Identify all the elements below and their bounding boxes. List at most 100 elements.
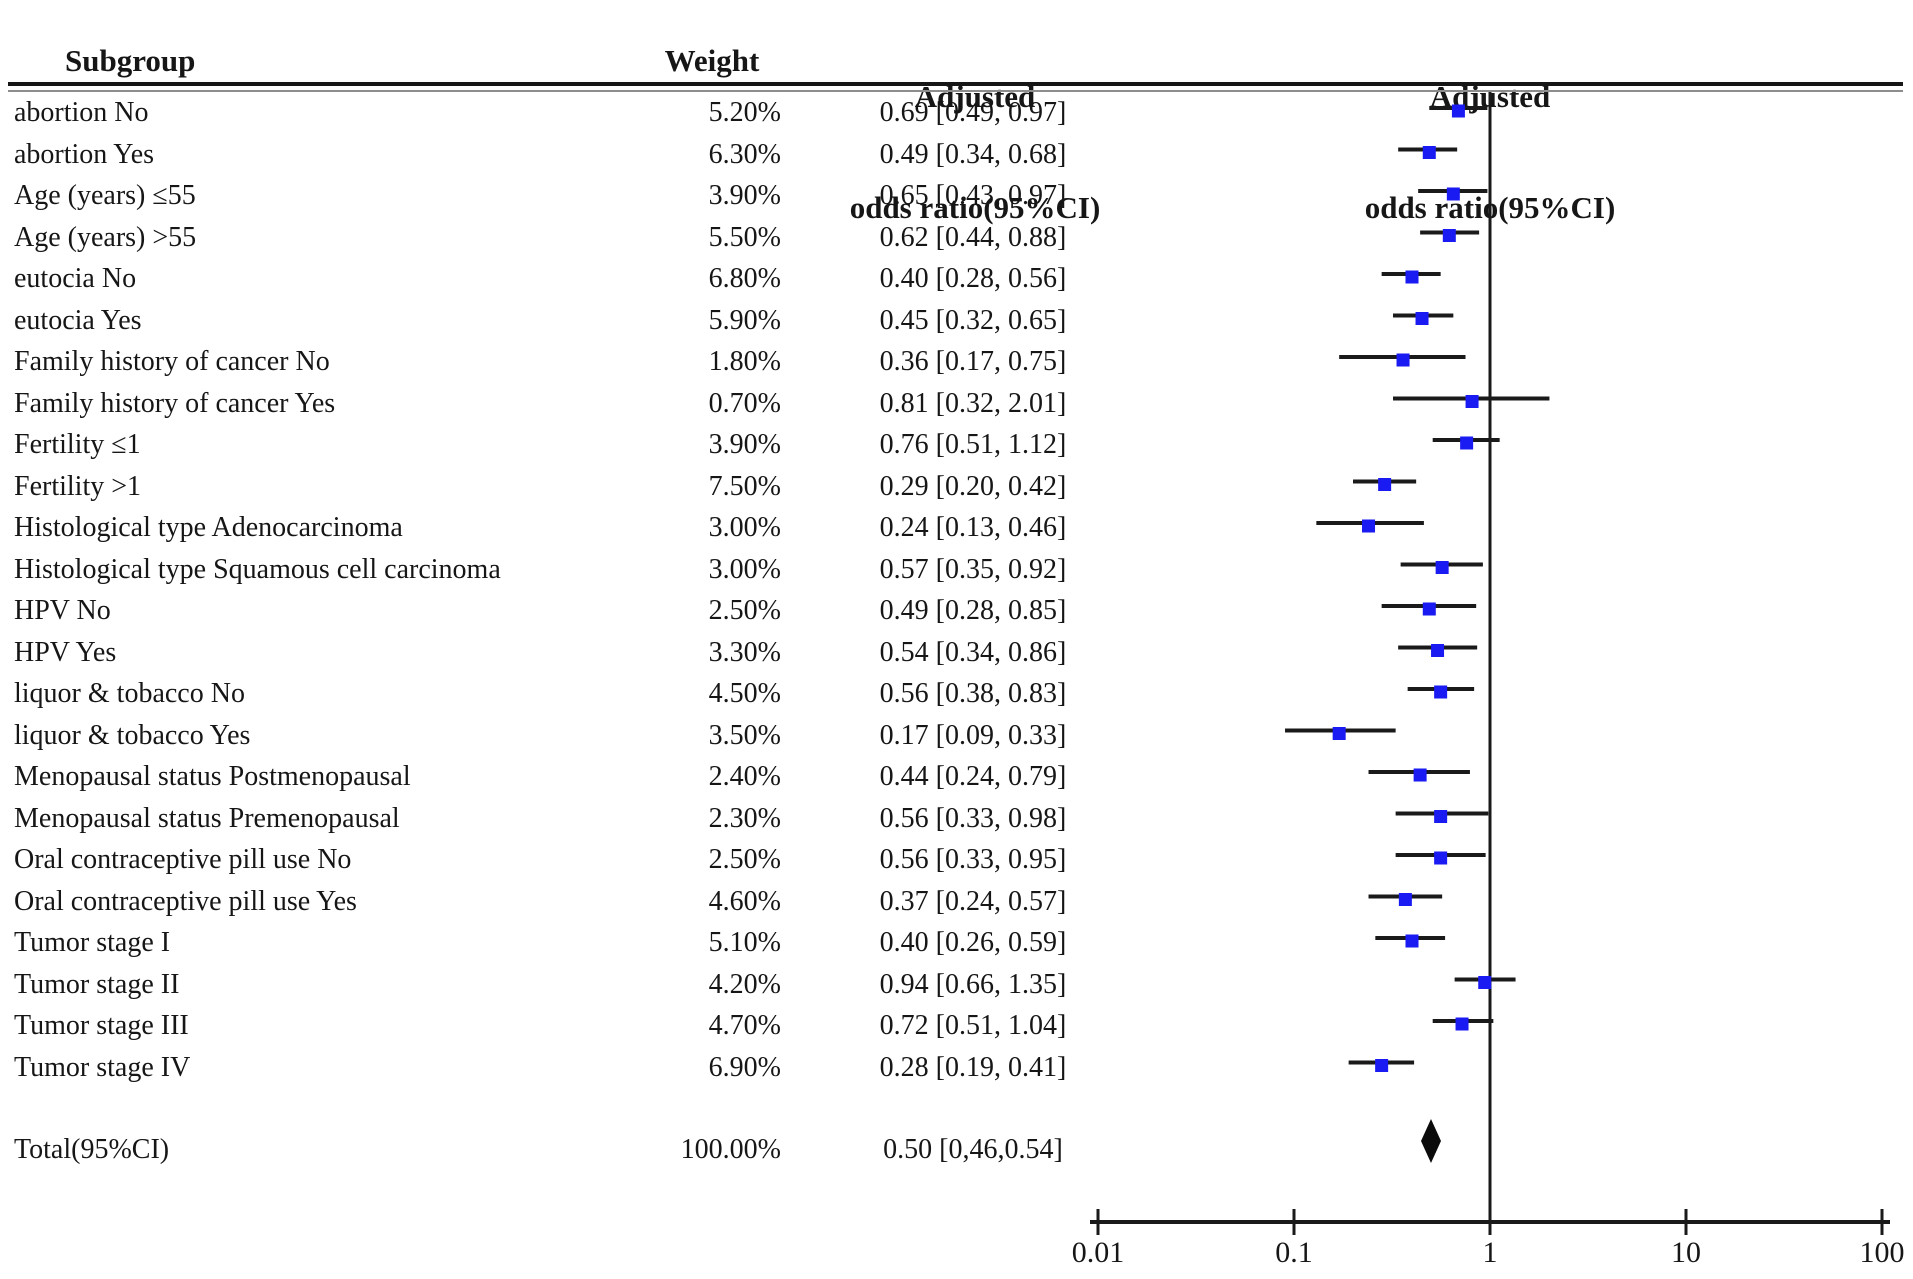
- weight-value: 4.20%: [708, 968, 781, 1000]
- weight-value: 2.50%: [708, 844, 781, 875]
- or-marker: [1431, 644, 1445, 657]
- weight-value: 3.00%: [708, 512, 781, 543]
- odds-ratio-value: 0.37 [0.24, 0.57]: [879, 885, 1067, 917]
- odds-ratio-value: 0.54 [0.34, 0.86]: [879, 636, 1067, 668]
- column-header-weight: Weight: [664, 43, 760, 78]
- odds-ratio-value: 0.57 [0.35, 0.92]: [879, 553, 1067, 585]
- or-marker: [1396, 353, 1410, 367]
- or-marker: [1378, 478, 1392, 491]
- odds-ratio-value: 0.17 [0.09, 0.33]: [879, 719, 1067, 751]
- or-marker: [1442, 229, 1456, 242]
- odds-ratio-value: 0.49 [0.34, 0.68]: [879, 138, 1067, 170]
- x-axis-tick: [1684, 1209, 1688, 1235]
- weight-value: 5.20%: [708, 97, 781, 128]
- odds-ratio-value: 0.36 [0.17, 0.75]: [879, 346, 1067, 377]
- subgroup-label: HPV Yes: [14, 636, 117, 668]
- odds-ratio-value: 0.24 [0.13, 0.46]: [879, 512, 1067, 543]
- total-odds-ratio-value: 0.50 [0,46,0.54]: [883, 1134, 1063, 1165]
- odds-ratio-value: 0.62 [0.44, 0.88]: [879, 221, 1067, 253]
- subgroup-label: Fertility ≤1: [14, 429, 141, 460]
- weight-value: 2.40%: [708, 761, 781, 792]
- subgroup-label: HPV No: [14, 595, 111, 626]
- subgroup-label: abortion No: [14, 97, 149, 128]
- weight-value: 2.50%: [708, 595, 781, 626]
- odds-ratio-value: 0.56 [0.38, 0.83]: [879, 678, 1067, 709]
- subgroup-label: Tumor stage II: [14, 968, 180, 1000]
- x-axis-tick-label: 0.1: [1275, 1236, 1313, 1269]
- x-axis-tick: [1488, 1209, 1492, 1235]
- weight-value: 5.50%: [708, 221, 781, 253]
- column-header-odds-ratio: Adjusted odds ratio(95%CI): [823, 4, 1127, 300]
- or-marker: [1332, 727, 1346, 740]
- total-label: Total(95%CI): [14, 1134, 170, 1165]
- weight-value: 6.30%: [708, 138, 781, 170]
- weight-value: 5.90%: [708, 304, 781, 336]
- or-marker: [1435, 561, 1449, 574]
- or-marker: [1434, 851, 1448, 865]
- or-marker: [1422, 146, 1436, 159]
- x-axis-tick-label: 100: [1860, 1236, 1905, 1269]
- total-diamond: [1420, 1119, 1441, 1163]
- odds-ratio-value: 0.40 [0.26, 0.59]: [879, 927, 1067, 958]
- x-axis-tick-label: 10: [1671, 1236, 1701, 1269]
- weight-value: 3.90%: [708, 180, 781, 211]
- odds-ratio-value: 0.44 [0.24, 0.79]: [879, 761, 1067, 792]
- or-marker: [1455, 1017, 1469, 1031]
- or-marker: [1375, 1059, 1389, 1072]
- weight-value: 6.80%: [708, 263, 781, 294]
- column-header-plot-line2: odds ratio(95%CI): [1364, 190, 1616, 225]
- weight-value: 3.00%: [708, 553, 781, 585]
- or-marker: [1422, 602, 1436, 616]
- subgroup-label: Family history of cancer No: [14, 346, 330, 377]
- or-marker: [1460, 436, 1474, 450]
- subgroup-label: eutocia No: [14, 263, 137, 294]
- or-marker: [1398, 893, 1412, 906]
- subgroup-label: abortion Yes: [14, 138, 155, 170]
- total-weight-value: 100.00%: [680, 1134, 781, 1165]
- odds-ratio-value: 0.94 [0.66, 1.35]: [879, 968, 1067, 1000]
- subgroup-label: Menopausal status Premenopausal: [14, 802, 400, 834]
- weight-value: 6.90%: [708, 1051, 781, 1083]
- weight-value: 0.70%: [708, 387, 781, 419]
- or-marker: [1478, 976, 1492, 989]
- subgroup-label: Tumor stage I: [14, 927, 171, 958]
- odds-ratio-value: 0.40 [0.28, 0.56]: [879, 263, 1067, 294]
- subgroup-label: Age (years) >55: [14, 221, 197, 253]
- weight-value: 7.50%: [708, 470, 781, 502]
- odds-ratio-value: 0.29 [0.20, 0.42]: [879, 470, 1067, 502]
- header-rule-thin: [8, 90, 1903, 92]
- subgroup-label: Fertility >1: [14, 470, 142, 502]
- weight-value: 3.90%: [708, 429, 781, 460]
- subgroup-label: Oral contraceptive pill use No: [14, 844, 352, 875]
- odds-ratio-value: 0.72 [0.51, 1.04]: [879, 1010, 1067, 1041]
- odds-ratio-value: 0.56 [0.33, 0.95]: [879, 844, 1067, 875]
- weight-value: 4.70%: [708, 1010, 781, 1041]
- x-axis-tick: [1292, 1209, 1296, 1235]
- or-marker: [1413, 768, 1427, 782]
- subgroup-label: Age (years) ≤55: [14, 180, 196, 211]
- subgroup-label: Histological type Squamous cell carcinom…: [14, 553, 501, 585]
- or-marker: [1362, 519, 1376, 533]
- odds-ratio-value: 0.45 [0.32, 0.65]: [879, 304, 1067, 336]
- weight-value: 1.80%: [708, 346, 781, 377]
- odds-ratio-value: 0.65 [0.43, 0.97]: [879, 180, 1067, 211]
- odds-ratio-value: 0.76 [0.51, 1.12]: [879, 429, 1067, 460]
- weight-value: 2.30%: [708, 802, 781, 834]
- odds-ratio-value: 0.28 [0.19, 0.41]: [879, 1051, 1067, 1083]
- column-header-subgroup: Subgroup: [65, 43, 196, 78]
- subgroup-label: Histological type Adenocarcinoma: [14, 512, 403, 543]
- weight-value: 4.50%: [708, 678, 781, 709]
- weight-value: 4.60%: [708, 885, 781, 917]
- weight-value: 3.30%: [708, 636, 781, 668]
- reference-line: [1488, 92, 1492, 1224]
- subgroup-label: liquor & tobacco No: [14, 678, 245, 709]
- or-marker: [1465, 395, 1479, 408]
- weight-value: 3.50%: [708, 719, 781, 751]
- odds-ratio-value: 0.69 [0.49, 0.97]: [879, 97, 1067, 128]
- odds-ratio-value: 0.49 [0.28, 0.85]: [879, 595, 1067, 626]
- or-marker: [1451, 104, 1465, 118]
- or-marker: [1434, 810, 1448, 823]
- or-marker: [1446, 187, 1460, 201]
